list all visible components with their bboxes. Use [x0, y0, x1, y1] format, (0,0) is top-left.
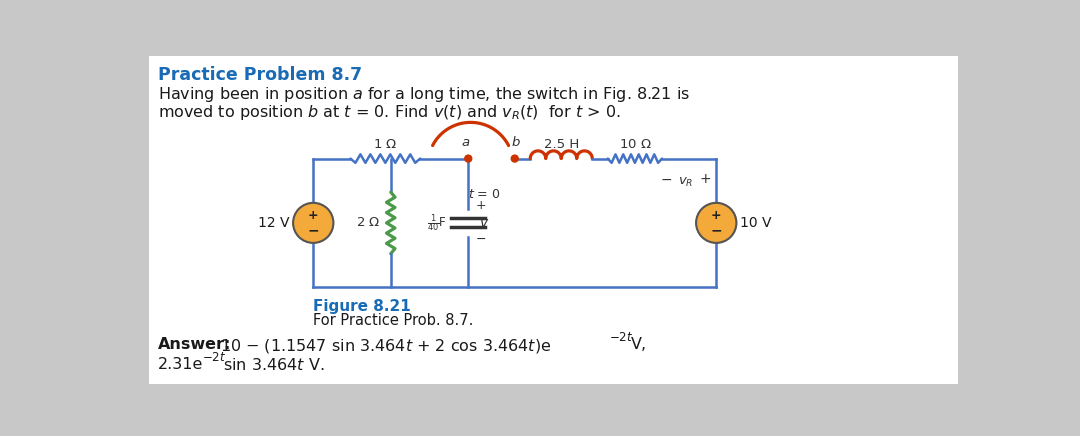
Text: 2.5 H: 2.5 H — [543, 138, 579, 151]
Text: $t$ = 0: $t$ = 0 — [468, 188, 500, 201]
Text: +: + — [699, 173, 711, 187]
Text: 10 V: 10 V — [740, 216, 772, 230]
Text: +: + — [711, 209, 721, 222]
Text: Figure 8.21: Figure 8.21 — [313, 299, 411, 314]
Circle shape — [697, 203, 737, 243]
Text: −: − — [711, 224, 723, 238]
Text: $\frac{1}{40}$F: $\frac{1}{40}$F — [427, 212, 446, 234]
Text: 12 V: 12 V — [258, 216, 289, 230]
Text: 2 $\Omega$: 2 $\Omega$ — [355, 216, 380, 229]
Text: $v$: $v$ — [480, 216, 489, 230]
Text: +: + — [476, 199, 487, 212]
Text: −: − — [308, 224, 319, 238]
Text: 1 $\Omega$: 1 $\Omega$ — [374, 138, 397, 151]
Circle shape — [464, 155, 472, 162]
Text: $v_R$: $v_R$ — [677, 176, 693, 189]
Text: $-$2$t$: $-$2$t$ — [609, 331, 634, 344]
Text: −: − — [661, 173, 672, 187]
Text: Having been in position $a$ for a long time, the switch in Fig. 8.21 is: Having been in position $a$ for a long t… — [159, 85, 690, 104]
Circle shape — [293, 203, 334, 243]
Text: For Practice Prob. 8.7.: For Practice Prob. 8.7. — [313, 313, 474, 327]
Text: $-$2$t$: $-$2$t$ — [202, 351, 226, 364]
Text: V,: V, — [631, 337, 647, 352]
Text: −: − — [476, 233, 486, 246]
Text: 10 $-$ (1.1547 sin 3.464$t$ + 2 cos 3.464$t$)e: 10 $-$ (1.1547 sin 3.464$t$ + 2 cos 3.46… — [220, 337, 552, 355]
Text: Answer:: Answer: — [159, 337, 231, 352]
Text: +: + — [308, 209, 319, 222]
Text: 10 $\Omega$: 10 $\Omega$ — [619, 138, 651, 151]
Text: sin 3.464$t$ V.: sin 3.464$t$ V. — [224, 357, 325, 373]
Text: Practice Problem 8.7: Practice Problem 8.7 — [159, 66, 363, 84]
Text: $a$: $a$ — [460, 136, 470, 150]
Text: $b$: $b$ — [512, 135, 522, 150]
Text: moved to position $b$ at $t$ = 0. Find $v$($t$) and $v_R$($t$)  for $t$ > 0.: moved to position $b$ at $t$ = 0. Find $… — [159, 103, 621, 122]
Circle shape — [511, 155, 518, 162]
Text: 2.31e: 2.31e — [159, 357, 204, 372]
